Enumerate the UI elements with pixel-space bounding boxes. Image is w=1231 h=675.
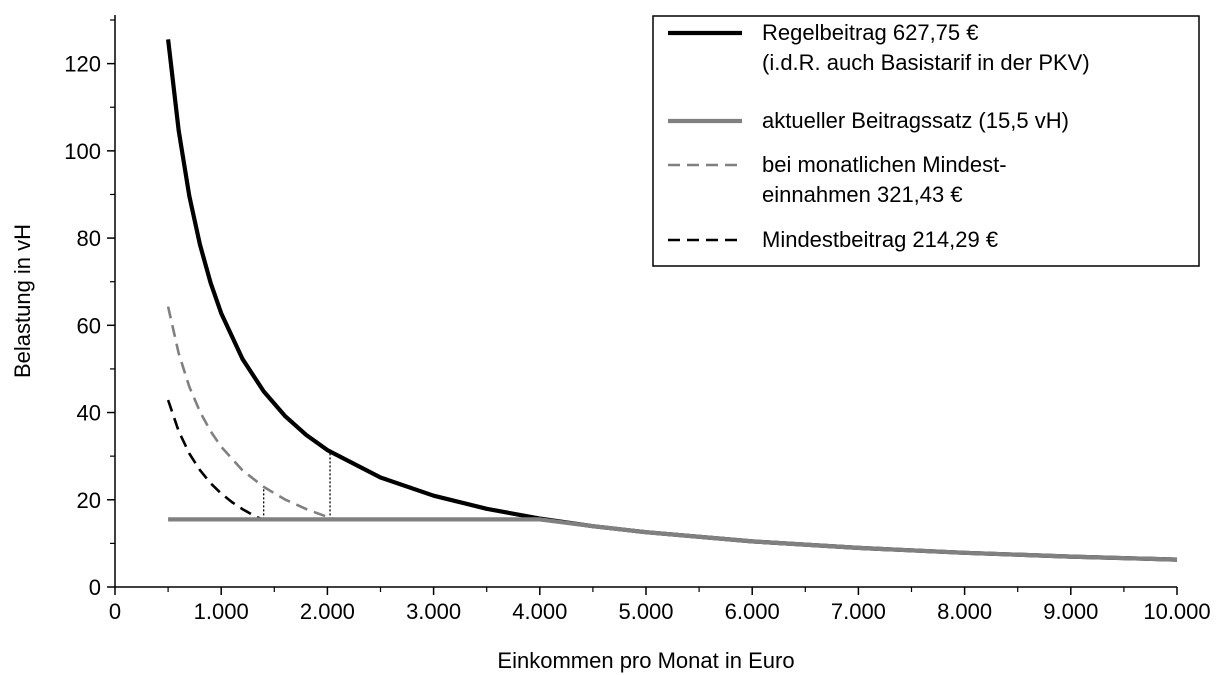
x-tick-label: 3.000 — [406, 599, 461, 624]
x-tick-label: 8.000 — [937, 599, 992, 624]
series-lines — [166, 39, 1178, 562]
legend-label: bei monatlichen Mindest- — [762, 152, 1007, 177]
series-line-2 — [168, 517, 1178, 562]
x-tick-label: 1.000 — [194, 599, 249, 624]
y-tick-label: 40 — [77, 401, 101, 426]
series-line-4 — [166, 399, 263, 521]
legend-box — [652, 15, 1200, 267]
x-tick-label: 2.000 — [300, 599, 355, 624]
ticks: 0 1.000 2.000 3.000 4.000 5.000 6.000 7.000 8.00… — [64, 19, 1211, 624]
y-tick-label: 20 — [77, 488, 101, 513]
x-tick-label: 0 — [109, 599, 121, 624]
legend-label: Regelbeitrag 627,75 € — [762, 20, 979, 45]
legend-label: Mindestbeitrag 214,29 € — [762, 227, 998, 252]
y-tick-label: 0 — [89, 575, 101, 600]
x-tick-label: 10.000 — [1143, 599, 1210, 624]
x-tick-label: 6.000 — [725, 599, 780, 624]
y-tick-label: 120 — [64, 52, 101, 77]
x-tick-label: 4.000 — [512, 599, 567, 624]
x-tick-label: 9.000 — [1043, 599, 1098, 624]
y-tick-label: 60 — [77, 313, 101, 338]
reference-lines — [263, 451, 331, 520]
legend-label: einnahmen 321,43 € — [762, 182, 963, 207]
y-axis-title: Belastung in vH — [10, 224, 35, 378]
series-line-3 — [166, 306, 334, 520]
legend-label: (i.d.R. auch Basistarif in der PKV) — [762, 50, 1090, 75]
x-axis-title: Einkommen pro Monat in Euro — [497, 648, 794, 673]
x-tick-label: 5.000 — [618, 599, 673, 624]
y-tick-label: 80 — [77, 226, 101, 251]
x-tick-label: 7.000 — [831, 599, 886, 624]
legend: Regelbeitrag 627,75 € (i.d.R. auch Basist… — [652, 15, 1200, 267]
y-tick-label: 100 — [64, 139, 101, 164]
legend-label: aktueller Beitragssatz (15,5 vH) — [762, 108, 1069, 133]
